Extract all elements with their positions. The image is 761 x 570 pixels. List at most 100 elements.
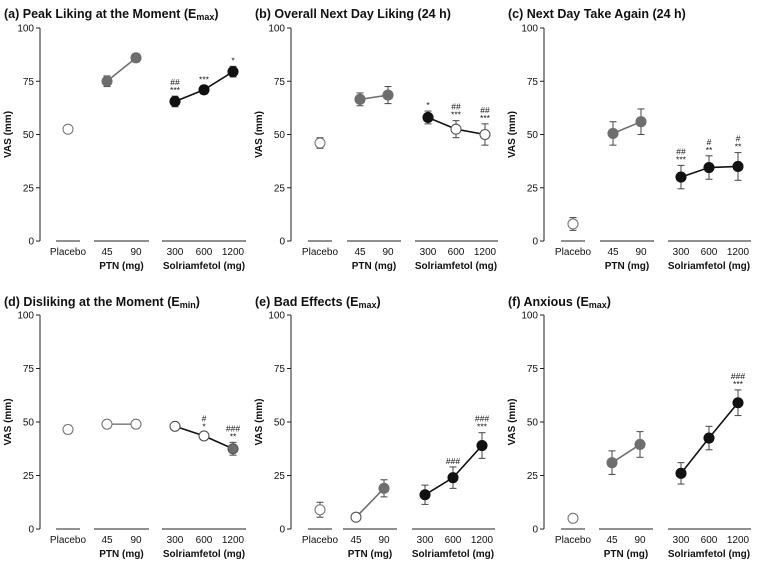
data-point xyxy=(130,52,142,64)
data-point xyxy=(101,418,113,430)
y-tick-label: 25 xyxy=(527,183,539,194)
data-point xyxy=(450,123,462,135)
group-label-ptn: PTN (mg) xyxy=(99,549,143,560)
panel-title-close: ) xyxy=(214,7,218,21)
series-solriamfetol: ######*** xyxy=(419,414,489,505)
series-solriamfetol: * ##*** ##*** xyxy=(422,100,491,146)
x-tick-label: 600 xyxy=(196,247,213,258)
data-point xyxy=(227,443,239,455)
panel-title-close: ) xyxy=(377,295,381,309)
y-tick-label: 0 xyxy=(532,525,538,536)
panel-title: (c) Next Day Take Again (24 h) xyxy=(508,7,686,21)
data-point xyxy=(169,420,181,432)
panel-title-subscript: min xyxy=(180,300,196,310)
data-point xyxy=(422,111,434,124)
y-axis-label: VAS (mm) xyxy=(507,111,518,158)
y-tick-label: 0 xyxy=(532,237,538,248)
y-axis-label: VAS (mm) xyxy=(3,398,14,445)
series-solriamfetol: ##***#**#** xyxy=(675,134,744,190)
panel-title-close: ) xyxy=(607,295,611,309)
series-ptn xyxy=(101,418,142,430)
data-point xyxy=(732,160,744,172)
y-tick-label: 25 xyxy=(274,471,286,482)
group-label-solriamfetol: Solriamfetol (mg) xyxy=(668,261,750,272)
x-tick-label: 90 xyxy=(382,247,394,258)
x-tick-label: 90 xyxy=(130,535,142,546)
group-label-solriamfetol: Solriamfetol (mg) xyxy=(163,261,245,272)
y-tick-label: 100 xyxy=(268,311,285,322)
y-tick-label: 25 xyxy=(23,471,35,482)
panel-title-main: (e) Bad Effects (E xyxy=(255,295,359,309)
y-axis-label: VAS (mm) xyxy=(254,111,265,158)
significance-label: * xyxy=(426,100,430,110)
data-point xyxy=(419,489,431,501)
panel-title-main: (f) Anxious (E xyxy=(508,295,589,309)
data-point xyxy=(314,504,326,516)
panel-title-main: (d) Disliking at the Moment (E xyxy=(4,295,180,309)
x-tick-label: 1200 xyxy=(727,535,750,546)
data-point xyxy=(101,75,113,87)
panel-title: (f) Anxious (Emax) xyxy=(508,295,611,310)
y-tick-label: 25 xyxy=(274,183,286,194)
group-label-solriamfetol: Solriamfetol (mg) xyxy=(163,549,245,560)
significance-label: # xyxy=(736,134,741,144)
x-tick-label: 45 xyxy=(607,247,619,258)
data-point xyxy=(703,432,715,444)
series-ptn xyxy=(101,52,142,88)
panel-title-subscript: max xyxy=(589,300,607,310)
series-placebo xyxy=(567,512,579,524)
series-placebo xyxy=(314,137,326,149)
series-placebo xyxy=(62,123,74,135)
y-axis-label: VAS (mm) xyxy=(254,398,265,445)
significance-label: * xyxy=(231,55,235,65)
x-tick-label: 90 xyxy=(634,535,646,546)
data-point xyxy=(675,467,687,479)
series-ptn xyxy=(350,479,390,523)
data-point xyxy=(62,123,74,135)
significance-label: ## xyxy=(676,146,686,156)
panel-a: (a) Peak Liking at the Moment (Emax) 0 25 5… xyxy=(3,7,246,272)
significance-label: ** xyxy=(706,145,713,155)
x-tick-label: 45 xyxy=(606,535,618,546)
data-point xyxy=(354,93,366,105)
panel-f: (f) Anxious (Emax) 0 25 50 75 100 VAS (mm) Plac… xyxy=(507,295,751,560)
y-tick-label: 75 xyxy=(23,364,35,375)
y-tick-label: 100 xyxy=(521,24,538,35)
significance-label: *** xyxy=(170,85,181,95)
series-placebo xyxy=(314,501,326,518)
x-tick-label: Placebo xyxy=(302,535,339,546)
significance-label: *** xyxy=(451,110,462,120)
x-tick-label: 45 xyxy=(354,247,366,258)
data-point xyxy=(567,218,579,230)
group-label-ptn: PTN (mg) xyxy=(604,549,648,560)
y-tick-label: 0 xyxy=(279,525,285,536)
significance-label: # xyxy=(202,414,207,424)
significance-label: ### xyxy=(226,423,240,433)
x-tick-label: Placebo xyxy=(555,247,592,258)
panel-title: (b) Overall Next Day Liking (24 h) xyxy=(255,7,451,21)
y-tick-label: 0 xyxy=(279,237,285,248)
x-tick-label: 300 xyxy=(420,247,437,258)
panel-title-subscript: max xyxy=(196,12,214,22)
x-tick-label: 45 xyxy=(350,535,362,546)
data-point xyxy=(635,116,647,128)
x-tick-label: Placebo xyxy=(555,535,592,546)
panel-title-subscript: max xyxy=(359,300,377,310)
panel-title: (e) Bad Effects (Emax) xyxy=(255,295,381,310)
y-tick-label: 100 xyxy=(17,24,34,35)
y-tick-label: 100 xyxy=(17,311,34,322)
y-tick-label: 75 xyxy=(527,364,539,375)
panel-c: (c) Next Day Take Again (24 h) 0 25 50 75 100… xyxy=(507,7,751,272)
data-point xyxy=(607,127,619,139)
panel-b: (b) Overall Next Day Liking (24 h) 0 25 50 7… xyxy=(254,7,498,272)
x-tick-label: 1200 xyxy=(474,247,497,258)
significance-label: *** xyxy=(733,379,744,389)
x-tick-label: 300 xyxy=(673,247,690,258)
x-tick-label: Placebo xyxy=(50,535,87,546)
series-line xyxy=(611,443,641,464)
data-point xyxy=(198,84,210,96)
significance-label: ## xyxy=(451,102,461,112)
significance-label: # xyxy=(707,137,712,147)
x-tick-label: 1200 xyxy=(222,535,245,546)
y-tick-label: 75 xyxy=(274,77,286,88)
